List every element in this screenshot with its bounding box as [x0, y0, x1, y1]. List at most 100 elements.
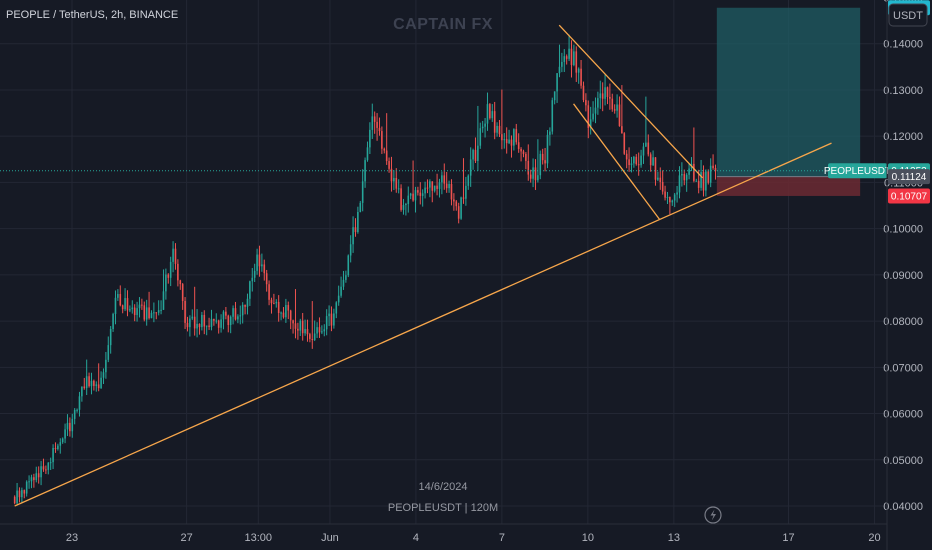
candle[interactable]	[604, 73, 606, 106]
candle[interactable]	[285, 298, 287, 323]
candle[interactable]	[436, 173, 438, 196]
candle[interactable]	[258, 245, 261, 277]
candle[interactable]	[268, 280, 270, 306]
candle[interactable]	[429, 179, 431, 198]
candle[interactable]	[613, 104, 616, 114]
candle[interactable]	[198, 323, 201, 335]
candle[interactable]	[21, 487, 23, 504]
candle[interactable]	[37, 466, 40, 484]
candle[interactable]	[333, 308, 335, 329]
candle[interactable]	[474, 137, 477, 164]
candle[interactable]	[347, 254, 350, 278]
candle[interactable]	[481, 120, 484, 133]
candle[interactable]	[520, 147, 522, 162]
candle[interactable]	[306, 319, 309, 342]
candle[interactable]	[681, 162, 683, 187]
candle[interactable]	[133, 304, 136, 322]
candle[interactable]	[349, 235, 352, 263]
candle[interactable]	[678, 166, 681, 199]
candle[interactable]	[544, 147, 546, 172]
channel-lower-line[interactable]	[573, 103, 661, 220]
candle[interactable]	[664, 185, 666, 201]
candle[interactable]	[683, 169, 686, 186]
candle[interactable]	[280, 311, 282, 321]
candle[interactable]	[126, 290, 129, 317]
candle[interactable]	[671, 199, 674, 206]
candle[interactable]	[49, 457, 52, 471]
candle[interactable]	[623, 132, 626, 155]
time-axis[interactable]: 23 27 13:00 Jun 4 7 10 13 17 20	[66, 532, 881, 544]
candle[interactable]	[225, 306, 227, 320]
candle[interactable]	[565, 54, 568, 65]
candle[interactable]	[30, 474, 33, 489]
candle[interactable]	[95, 381, 98, 392]
candle[interactable]	[59, 438, 62, 454]
candle[interactable]	[121, 304, 124, 314]
candle[interactable]	[400, 184, 402, 212]
candle[interactable]	[513, 128, 515, 151]
candle[interactable]	[244, 304, 246, 315]
candle[interactable]	[537, 139, 539, 183]
candle[interactable]	[693, 127, 695, 183]
candle[interactable]	[304, 319, 306, 336]
candle[interactable]	[445, 171, 448, 193]
candle[interactable]	[388, 157, 390, 173]
candle[interactable]	[83, 377, 86, 390]
candle[interactable]	[527, 144, 530, 181]
candle[interactable]	[71, 413, 74, 438]
candle[interactable]	[153, 302, 155, 323]
candle[interactable]	[414, 186, 417, 213]
candle[interactable]	[551, 97, 554, 135]
candle[interactable]	[18, 487, 21, 503]
candle[interactable]	[352, 216, 354, 253]
candle[interactable]	[652, 150, 654, 167]
candle[interactable]	[210, 309, 213, 331]
candle[interactable]	[273, 293, 275, 305]
candle[interactable]	[587, 100, 590, 139]
candle[interactable]	[489, 103, 491, 120]
candle[interactable]	[138, 297, 141, 318]
candle[interactable]	[299, 318, 302, 337]
candle[interactable]	[167, 273, 170, 284]
candle[interactable]	[354, 218, 357, 237]
candle[interactable]	[313, 320, 316, 342]
candle[interactable]	[558, 44, 561, 78]
candle[interactable]	[105, 351, 107, 379]
candle[interactable]	[594, 97, 597, 124]
candle[interactable]	[421, 189, 424, 207]
candle[interactable]	[395, 168, 398, 193]
candle[interactable]	[47, 462, 50, 475]
candle[interactable]	[213, 318, 215, 326]
candle[interactable]	[371, 103, 374, 139]
candle[interactable]	[330, 306, 333, 332]
candle[interactable]	[402, 198, 405, 215]
candle[interactable]	[505, 127, 508, 154]
candle[interactable]	[472, 148, 474, 170]
candle[interactable]	[426, 179, 429, 194]
candle[interactable]	[311, 301, 314, 349]
currency-button-label[interactable]: USDT	[893, 10, 923, 22]
candle[interactable]	[28, 475, 30, 489]
candle[interactable]	[13, 495, 16, 505]
currency-button[interactable]: USDT	[888, 3, 928, 27]
candle[interactable]	[76, 408, 78, 413]
trendline[interactable]	[14, 142, 832, 507]
candle[interactable]	[431, 181, 434, 203]
candle[interactable]	[503, 133, 506, 149]
candle[interactable]	[215, 313, 218, 324]
candle[interactable]	[709, 158, 712, 188]
candle[interactable]	[359, 200, 362, 213]
candle[interactable]	[205, 325, 208, 336]
candle[interactable]	[616, 94, 618, 118]
candle[interactable]	[222, 310, 225, 330]
candle[interactable]	[169, 256, 172, 287]
candle[interactable]	[335, 301, 338, 319]
candle[interactable]	[501, 89, 503, 150]
candle[interactable]	[160, 300, 162, 315]
candle[interactable]	[249, 280, 251, 306]
candle[interactable]	[448, 180, 450, 193]
candle[interactable]	[433, 185, 436, 193]
candle[interactable]	[563, 49, 566, 72]
candle[interactable]	[424, 181, 426, 199]
